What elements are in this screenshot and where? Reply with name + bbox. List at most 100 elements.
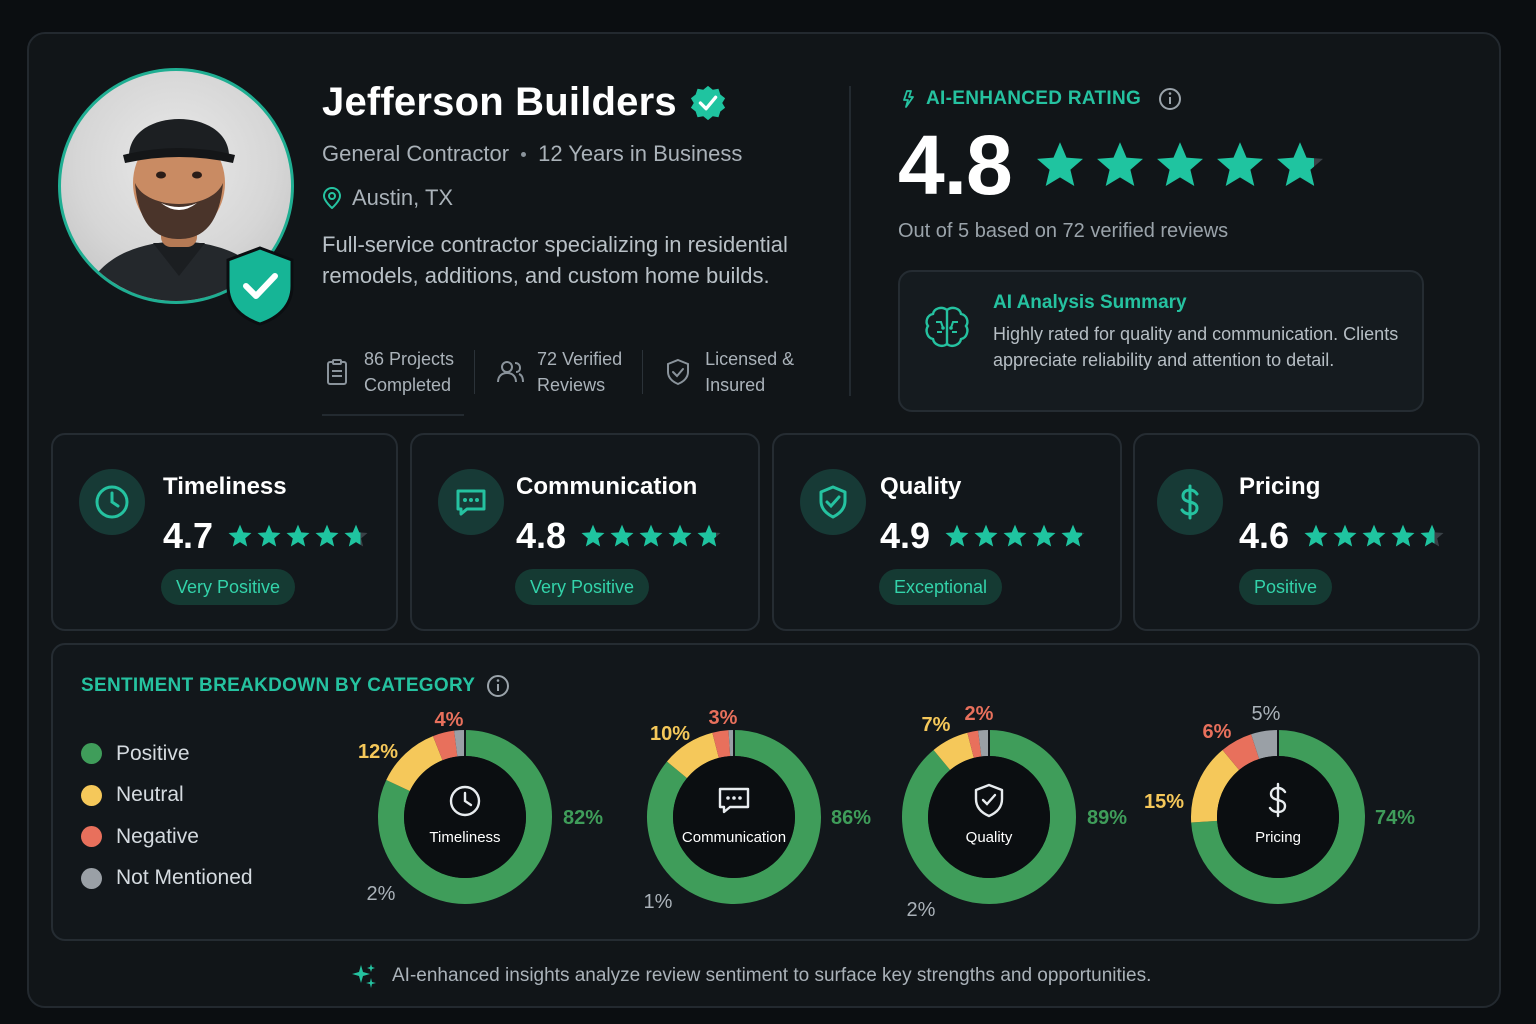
donut-percent-label: 2% (367, 883, 396, 905)
star-icon (1333, 524, 1357, 547)
verified-shield-icon (226, 246, 294, 326)
donut-segment-negative (1222, 734, 1260, 771)
star-icon (1304, 524, 1328, 547)
header-divider (849, 86, 851, 396)
category-card-communication[interactable]: Communication 4.8 Very Positive (410, 433, 760, 631)
legend-swatch (81, 867, 102, 889)
category-card-timeliness[interactable]: Timeliness 4.7 Very Positive (51, 433, 398, 631)
overall-rating: AI-ENHANCED RATING 4.8 Out of 5 based on… (898, 86, 1438, 243)
donut-percent-label: 2% (907, 899, 936, 921)
donut-percent-label: 6% (1203, 721, 1232, 743)
donut-center (404, 756, 526, 878)
star-icon (610, 524, 634, 547)
star-icon (945, 524, 969, 547)
donut-percent-label: 89% (1087, 807, 1127, 829)
donut-segment-negative (967, 730, 982, 758)
category-card-pricing[interactable]: Pricing 4.6 Positive (1133, 433, 1480, 631)
chat-icon (456, 489, 486, 516)
category-stars (227, 523, 369, 549)
donut-segment-neutral (933, 732, 975, 771)
communication-icon-badge (438, 469, 504, 535)
donut-percent-label: 12% (358, 741, 398, 763)
timeliness-icon-badge (79, 469, 145, 535)
star-icon (1032, 524, 1056, 547)
donut-percent-label: 15% (1144, 791, 1184, 813)
star-icon (344, 524, 368, 547)
donut-segment-positive (378, 730, 552, 904)
star-icon (1003, 524, 1027, 547)
location-pin-icon (322, 187, 342, 209)
star-icon (1096, 142, 1143, 187)
star-icon (1216, 142, 1263, 187)
sentiment-badge: Very Positive (161, 569, 296, 605)
category-score: 4.8 (516, 515, 567, 556)
category-card-quality[interactable]: Quality 4.9 Exceptional (772, 433, 1122, 631)
star-icon (1156, 142, 1203, 187)
legend-swatch (81, 784, 102, 806)
donut-segment-neutral (1191, 749, 1240, 823)
star-icon (315, 524, 339, 547)
legend-item-neutral: Neutral (81, 775, 253, 817)
star-icon (228, 524, 252, 547)
stat-licensed: Licensed & Insured (663, 346, 794, 398)
donut-center-label: Timeliness (429, 829, 500, 846)
info-icon[interactable] (485, 673, 511, 699)
star-icon (1276, 142, 1323, 187)
sentiment-badge: Positive (1239, 569, 1333, 605)
donut-percent-label: 4% (435, 709, 464, 731)
dollar-icon (1268, 782, 1287, 818)
donut-percent-label: 3% (709, 707, 738, 729)
shield-check-icon (974, 783, 1004, 818)
stat-projects-line2: Completed (364, 375, 452, 395)
sentiment-badge: Exceptional (879, 569, 1003, 605)
legend-swatch (81, 743, 102, 765)
star-icon (257, 524, 281, 547)
sentiment-badge: Very Positive (515, 569, 650, 605)
clock-icon (95, 485, 129, 519)
donut-segment-positive (1191, 730, 1365, 904)
legend-swatch (81, 826, 102, 848)
category-name: Communication (516, 473, 698, 500)
stats-underline (322, 414, 464, 416)
clock-icon (449, 785, 481, 817)
verified-check-icon (690, 85, 725, 120)
footer-note: AI-enhanced insights analyze review sent… (350, 962, 1151, 990)
rating-label: AI-ENHANCED RATING (926, 88, 1142, 109)
stat-licensed-line2: Insured (705, 375, 766, 395)
star-icon (1036, 142, 1083, 187)
donut-percent-label: 10% (650, 723, 690, 745)
info-icon[interactable] (1157, 86, 1183, 112)
star-icon (697, 524, 721, 547)
shield-check-icon (819, 485, 847, 519)
star-icon (974, 524, 998, 547)
star-icon (668, 524, 692, 547)
dollar-icon (1180, 484, 1199, 520)
donut-segment-neutral (386, 736, 444, 792)
rating-subtitle: Out of 5 based on 72 verified reviews (898, 220, 1229, 242)
category-name: Timeliness (163, 473, 287, 500)
donut-segment-not-mentioned (454, 730, 466, 757)
stat-reviews-line2: Reviews (537, 375, 606, 395)
stat-projects-line1: 86 Projects (364, 349, 455, 369)
category-name: Pricing (1239, 473, 1321, 500)
donut-segment-positive (647, 730, 821, 904)
donut-percent-label: 7% (922, 714, 951, 736)
category-score: 4.9 (880, 515, 931, 556)
sparkles-icon (352, 964, 376, 988)
star-icon (581, 524, 605, 547)
donut-segment-not-mentioned (1251, 730, 1279, 760)
stat-projects: 86 Projects Completed (322, 346, 454, 398)
category-score: 4.6 (1239, 515, 1290, 556)
donut-percent-label: 86% (831, 807, 871, 829)
business-name: Jefferson Builders (322, 80, 677, 124)
location: Austin, TX (352, 185, 454, 210)
donut-segment-neutral (666, 732, 720, 779)
stat-licensed-line1: Licensed & (705, 349, 795, 369)
donut-segment-negative (712, 730, 731, 758)
sentiment-legend: Positive Neutral Negative Not Mentioned (81, 733, 253, 899)
legend-label: Positive (116, 741, 190, 765)
profile-info: Jefferson Builders General Contractor 12… (322, 80, 822, 291)
ai-summary-box: AI Analysis Summary Highly rated for qua… (898, 270, 1424, 412)
donut-percent-label: 1% (644, 891, 673, 913)
business-description: Full-service contractor specializing in … (322, 232, 788, 288)
